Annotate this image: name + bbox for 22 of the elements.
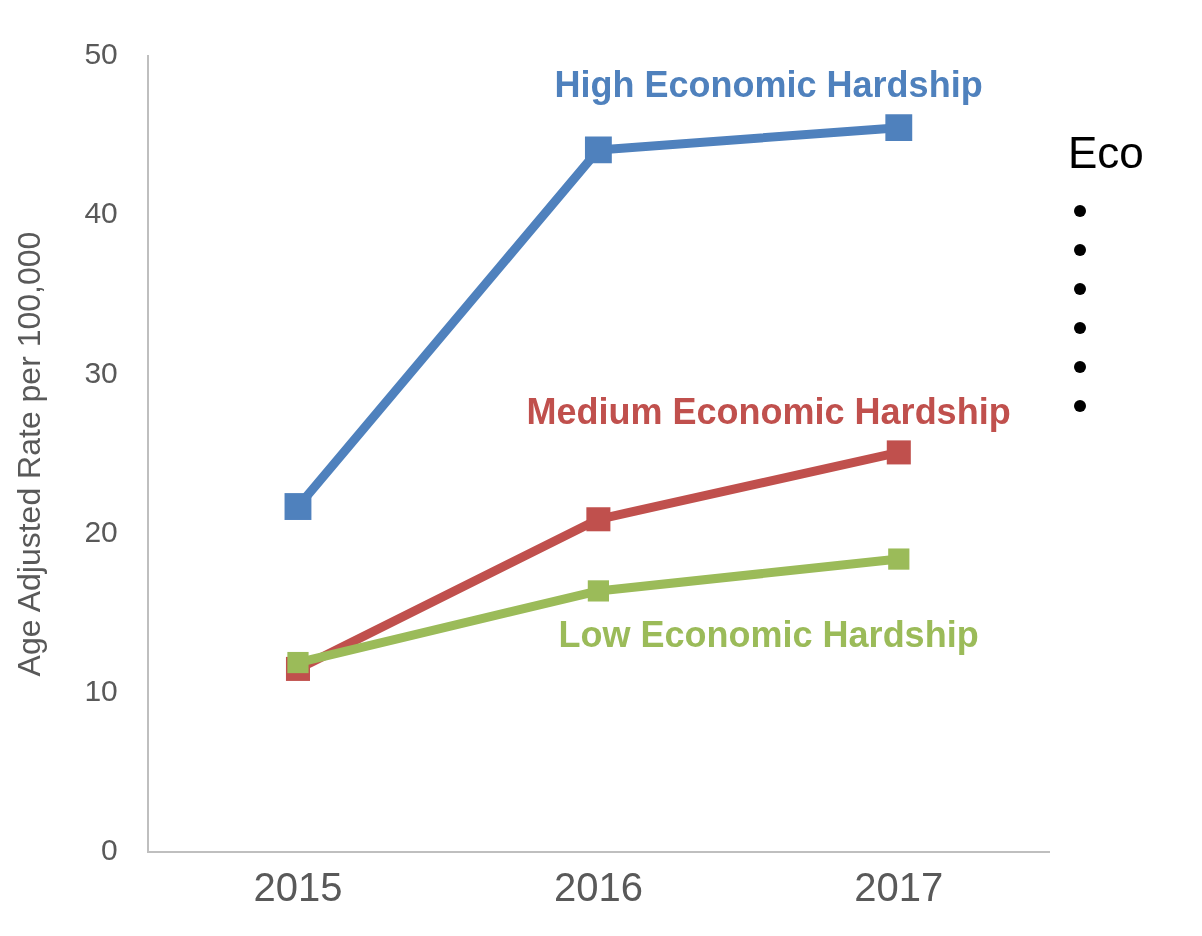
point <box>587 580 609 602</box>
y-tick-label: 0 <box>101 833 118 867</box>
point <box>885 114 913 142</box>
point <box>888 548 910 570</box>
x-tick-label: 2015 <box>253 865 343 910</box>
point <box>586 507 611 532</box>
y-tick-label: 10 <box>84 674 118 708</box>
y-tick-label: 30 <box>84 355 118 389</box>
point <box>284 493 312 520</box>
y-tick-label: 40 <box>84 196 118 230</box>
series-label: Medium Economic Hardship <box>526 390 1011 432</box>
series-label: High Economic Hardship <box>554 63 983 105</box>
text: Eco <box>1068 128 1145 178</box>
point <box>584 136 612 164</box>
x-tick-label: 2017 <box>854 865 944 910</box>
y-tick-label: 20 <box>84 514 118 548</box>
y-tick-label: 50 <box>84 37 118 71</box>
point <box>886 440 911 465</box>
x-tick-label: 2016 <box>553 865 643 910</box>
y-axis-title: Age Adjusted Rate per 100,000 <box>11 231 48 677</box>
point <box>287 651 309 674</box>
series-label: Low Economic Hardship <box>558 613 979 655</box>
